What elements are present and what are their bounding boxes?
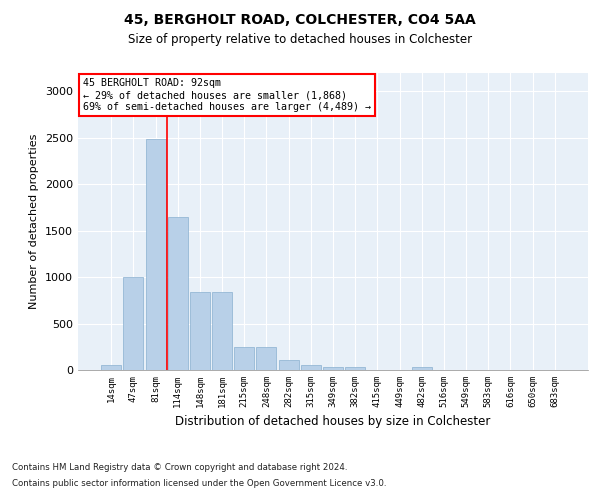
Text: Size of property relative to detached houses in Colchester: Size of property relative to detached ho… (128, 32, 472, 46)
Bar (124, 277, 143, 370)
X-axis label: Distribution of detached houses by size in Colchester: Distribution of detached houses by size … (175, 416, 491, 428)
Y-axis label: Number of detached properties: Number of detached properties (29, 134, 40, 309)
Bar (323, 367, 343, 370)
Bar (168, 216, 188, 370)
Bar (301, 366, 321, 370)
Bar (190, 292, 210, 370)
Text: Contains public sector information licensed under the Open Government Licence v3: Contains public sector information licen… (12, 478, 386, 488)
Bar (212, 292, 232, 370)
Bar (345, 367, 365, 370)
Bar (412, 367, 432, 370)
Bar (234, 347, 254, 370)
Bar (278, 360, 299, 370)
Bar (101, 366, 121, 370)
Bar (256, 347, 277, 370)
Bar (146, 140, 166, 370)
Text: 45 BERGHOLT ROAD: 92sqm
← 29% of detached houses are smaller (1,868)
69% of semi: 45 BERGHOLT ROAD: 92sqm ← 29% of detache… (83, 78, 371, 112)
Text: Contains HM Land Registry data © Crown copyright and database right 2024.: Contains HM Land Registry data © Crown c… (12, 464, 347, 472)
Text: 45, BERGHOLT ROAD, COLCHESTER, CO4 5AA: 45, BERGHOLT ROAD, COLCHESTER, CO4 5AA (124, 12, 476, 26)
